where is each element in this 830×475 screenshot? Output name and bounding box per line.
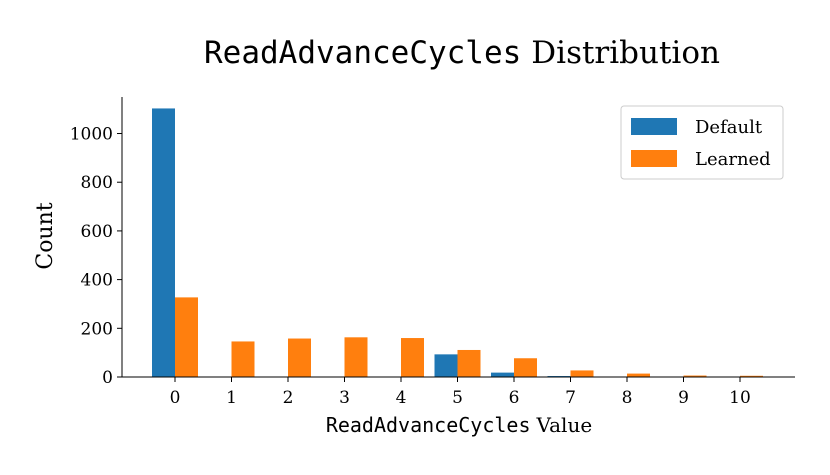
bar-learned-1 [231, 341, 255, 377]
bar-learned-9 [683, 375, 707, 377]
x-axis-label-rest: Value [536, 413, 593, 437]
legend-swatch-default [631, 118, 677, 135]
y-tick-label-200: 200 [81, 319, 113, 339]
bars-group [152, 108, 763, 377]
x-tick-label-4: 4 [396, 388, 407, 408]
legend-swatch-learned [631, 150, 677, 167]
legend: Default Learned [620, 105, 784, 180]
bar-default-5 [434, 354, 458, 377]
chart-title-rest: Distribution [531, 35, 720, 71]
y-tick-label-400: 400 [81, 271, 113, 291]
bar-learned-5 [457, 349, 481, 377]
x-axis-label-code: ReadAdvanceCycles [326, 413, 531, 437]
x-ticks-group: 0 1 2 3 4 5 6 7 8 9 10 [170, 377, 751, 408]
bar-default-6 [491, 372, 514, 377]
bar-learned-10 [740, 375, 763, 377]
chart-title-code: ReadAdvanceCycles [204, 35, 521, 71]
x-tick-label-2: 2 [283, 388, 294, 408]
x-tick-label-10: 10 [729, 388, 751, 408]
legend-label-learned: Learned [695, 149, 771, 170]
x-axis-label: ReadAdvanceCycles Value [326, 413, 592, 437]
bar-default-0 [152, 108, 175, 377]
x-tick-label-9: 9 [678, 388, 689, 408]
bar-learned-4 [401, 338, 424, 377]
legend-label-default: Default [695, 117, 763, 138]
axes-group [121, 97, 795, 378]
x-tick-label-7: 7 [565, 388, 576, 408]
y-tick-label-600: 600 [81, 222, 113, 242]
bar-learned-3 [344, 337, 368, 377]
bar-learned-6 [514, 358, 537, 377]
bar-learned-2 [288, 338, 311, 377]
x-tick-label-1: 1 [226, 388, 237, 408]
y-ticks-group: 0 200 400 600 800 1000 [70, 125, 122, 388]
y-tick-label-1000: 1000 [70, 125, 113, 145]
chart-title: ReadAdvanceCycles Distribution [204, 35, 720, 71]
y-tick-label-0: 0 [102, 368, 113, 388]
bar-learned-0 [175, 297, 198, 377]
x-tick-label-6: 6 [509, 388, 520, 408]
x-tick-label-5: 5 [452, 388, 463, 408]
y-tick-label-800: 800 [81, 173, 113, 193]
x-tick-label-8: 8 [622, 388, 633, 408]
bar-learned-8 [627, 373, 650, 377]
x-tick-label-0: 0 [170, 388, 181, 408]
y-axis-label: Count [33, 202, 58, 269]
x-tick-label-3: 3 [339, 388, 350, 408]
bar-learned-7 [570, 370, 594, 377]
